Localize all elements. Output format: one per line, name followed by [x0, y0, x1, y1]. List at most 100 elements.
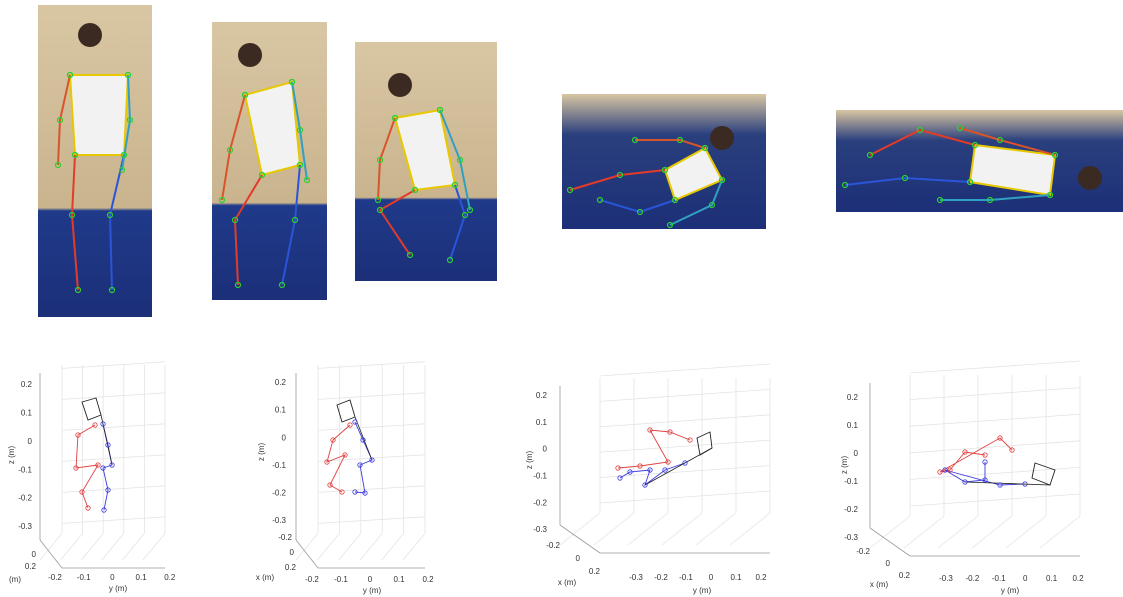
grid-line: [339, 533, 361, 560]
z-tick-label: 0: [854, 449, 859, 458]
grid-line: [40, 533, 62, 560]
y-tick-label: -0.1: [992, 574, 1006, 583]
y-tick-label: 0.2: [422, 575, 434, 584]
z-tick-label: -0.3: [18, 522, 32, 531]
skeleton-spine: [101, 415, 112, 465]
z-axis-label: z (m): [7, 446, 16, 465]
y-tick-label: -0.1: [77, 573, 91, 582]
z-tick-label: 0.1: [536, 418, 548, 427]
grid-line: [910, 414, 1080, 426]
grid-line: [662, 513, 702, 545]
y-axis-label: y (m): [363, 586, 382, 595]
y-tick-label: -0.1: [679, 573, 693, 582]
z-tick-label: -0.1: [18, 465, 32, 474]
y-tick-label: 0.1: [1046, 574, 1058, 583]
head: [78, 23, 102, 47]
z-tick-label: 0.2: [21, 380, 33, 389]
x-tick-label: 0: [886, 559, 891, 568]
grid-line: [1006, 516, 1046, 548]
y-tick-label: -0.1: [334, 575, 348, 584]
grid-line: [1040, 516, 1080, 548]
head: [238, 43, 262, 67]
y-axis-label: y (m): [693, 586, 712, 595]
grid-line: [972, 516, 1012, 548]
grid-line: [594, 513, 634, 545]
grid-line: [62, 424, 165, 431]
x-tick-label: 0.2: [589, 567, 601, 576]
x-axis-label: x (m): [256, 573, 275, 582]
grid-line: [730, 513, 770, 545]
y-tick-label: 0: [368, 575, 373, 584]
z-tick-label: -0.3: [844, 533, 858, 542]
skeleton-left: [327, 425, 350, 492]
head: [710, 126, 734, 150]
plots: 0.2 0.1 0 -0.1 -0.2 -0.3 0 0.2 -0.2 -0.1 0 0.1 0.2 z …: [7, 361, 1084, 595]
y-tick-label: 0.1: [730, 573, 742, 582]
grid-line: [62, 393, 165, 400]
grid-line: [600, 364, 770, 376]
grid-line: [318, 393, 425, 400]
grid-line: [318, 424, 425, 431]
grid-line: [81, 533, 103, 560]
grid-line: [600, 440, 770, 452]
grid-line: [62, 362, 165, 369]
grid-line: [904, 516, 944, 548]
z-tick-label: -0.2: [18, 494, 32, 503]
grid-line: [360, 533, 382, 560]
skeleton-left: [940, 438, 1012, 472]
x-tick-label: 0: [32, 550, 37, 559]
x-tick-label: 0.2: [25, 562, 37, 571]
z-tick-label: 0.2: [536, 391, 548, 400]
y-tick-label: -0.2: [305, 575, 319, 584]
grid-line: [62, 517, 165, 524]
y-tick-label: -0.2: [48, 573, 62, 582]
z-tick-label: 0.2: [847, 393, 859, 402]
x-tick-label: 0.2: [899, 571, 911, 580]
grid-line: [382, 533, 404, 560]
x-axis-label: x (m): [870, 580, 889, 589]
y-tick-label: 0.1: [136, 573, 148, 582]
z-tick-label: -0.2: [844, 505, 858, 514]
grid-line: [318, 517, 425, 524]
plot-3d: 0.20.10-0.1-0.2-0.3-0.200.2-0.3-0.2-0.10…: [840, 361, 1084, 595]
z-axis-label: z (m): [525, 451, 534, 470]
z-tick-label: 0.1: [275, 406, 287, 415]
z-tick-label: -0.1: [533, 472, 547, 481]
z-tick-label: 0.2: [275, 378, 287, 387]
grid-line: [600, 415, 770, 427]
photo: [38, 5, 152, 317]
grid-line: [910, 388, 1080, 400]
x-axis-label: (m): [9, 575, 21, 584]
grid-line: [62, 455, 165, 462]
x-tick-label: -0.2: [856, 547, 870, 556]
grid-line: [696, 513, 736, 545]
z-tick-label: -0.1: [844, 477, 858, 486]
z-tick-label: -0.1: [272, 461, 286, 470]
skeleton-spine: [355, 417, 372, 460]
plot-3d: 0.20.10-0.1-0.2-0.3-0.200.2-0.2-0.100.10…: [256, 362, 434, 595]
y-tick-label: 0.2: [1072, 574, 1084, 583]
grid-line: [317, 533, 339, 560]
grid-line: [628, 513, 668, 545]
grid-line: [122, 533, 144, 560]
x-axis-label: x (m): [558, 578, 577, 587]
z-tick-label: 0: [543, 445, 548, 454]
grid-line: [910, 467, 1080, 479]
y-tick-label: 0: [709, 573, 714, 582]
grid-line: [910, 441, 1080, 453]
grid-line: [600, 389, 770, 401]
body: [70, 75, 128, 155]
skeleton-head: [697, 432, 712, 455]
grid-line: [403, 533, 425, 560]
grid-line: [102, 533, 124, 560]
axis-line: [296, 540, 318, 568]
y-axis-label: y (m): [1001, 586, 1020, 595]
photos: [38, 5, 1123, 317]
grid-line: [910, 361, 1080, 373]
z-tick-label: 0.1: [847, 421, 859, 430]
skeleton-left: [76, 425, 98, 508]
z-axis-label: z (m): [840, 456, 849, 475]
x-tick-label: 0: [290, 548, 295, 557]
head: [388, 73, 412, 97]
head: [1078, 166, 1102, 190]
